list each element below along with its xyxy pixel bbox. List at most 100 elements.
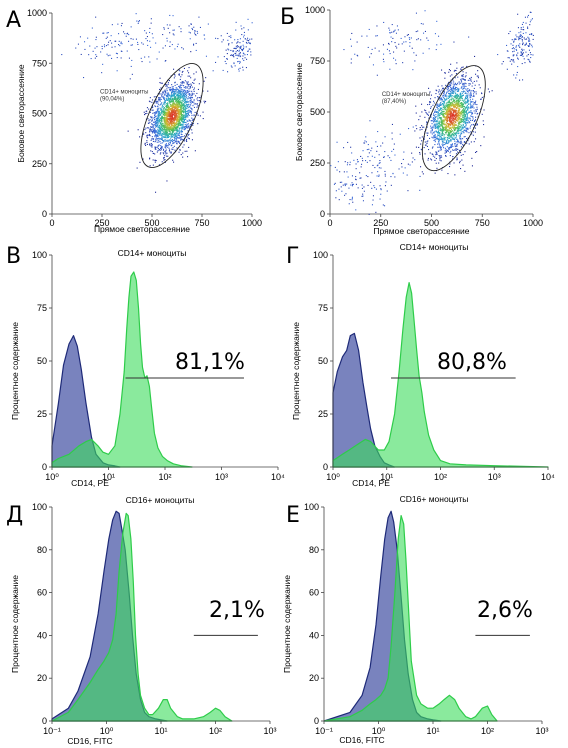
event-dot xyxy=(432,155,434,157)
event-dot xyxy=(439,133,441,135)
event-dot xyxy=(157,126,159,128)
event-dot xyxy=(178,119,180,121)
event-dot xyxy=(458,88,460,90)
event-dot xyxy=(462,120,464,122)
event-dot xyxy=(168,117,170,119)
series-green-area xyxy=(332,282,549,468)
event-dot xyxy=(166,115,168,117)
event-dot xyxy=(447,131,449,133)
event-dot xyxy=(466,119,468,121)
event-dot xyxy=(440,104,442,106)
event-dot xyxy=(430,98,432,100)
event-dot xyxy=(152,107,154,109)
event-dot xyxy=(166,37,168,39)
event-dot xyxy=(179,132,181,134)
event-dot xyxy=(459,138,461,140)
event-dot xyxy=(386,48,388,50)
event-dot xyxy=(156,112,158,114)
event-dot xyxy=(170,113,172,115)
event-dot xyxy=(391,150,393,152)
event-dot xyxy=(447,138,449,140)
event-dot xyxy=(185,115,187,117)
event-dot xyxy=(450,128,452,130)
event-dot xyxy=(453,127,455,129)
event-dot xyxy=(171,124,173,126)
event-dot xyxy=(460,80,462,82)
event-dot xyxy=(220,35,222,37)
event-dot xyxy=(415,112,417,114)
event-dot xyxy=(165,140,167,142)
event-dot xyxy=(190,107,192,109)
event-dot xyxy=(169,32,171,34)
event-dot xyxy=(239,56,241,58)
event-dot xyxy=(163,96,165,98)
event-dot xyxy=(180,127,182,129)
event-dot xyxy=(355,176,357,178)
event-dot xyxy=(434,127,436,129)
event-dot xyxy=(167,106,169,108)
event-dot xyxy=(155,140,157,142)
event-dot xyxy=(453,111,455,113)
event-dot xyxy=(472,101,474,103)
event-dot xyxy=(461,114,463,116)
event-dot xyxy=(165,153,167,155)
event-dot xyxy=(440,43,442,45)
event-dot xyxy=(364,142,366,144)
event-dot xyxy=(438,132,440,134)
event-dot xyxy=(174,138,176,140)
event-dot xyxy=(468,106,470,108)
event-dot xyxy=(469,117,471,119)
event-dot xyxy=(419,137,421,139)
event-dot xyxy=(186,100,188,102)
event-dot xyxy=(173,121,175,123)
event-dot xyxy=(150,130,152,132)
event-dot xyxy=(446,119,448,121)
event-dot xyxy=(196,92,198,94)
event-dot xyxy=(246,42,248,44)
event-dot xyxy=(152,37,154,39)
event-dot xyxy=(474,112,476,114)
event-dot xyxy=(427,159,429,161)
event-dot xyxy=(172,86,174,88)
event-dot xyxy=(449,75,451,77)
event-dot xyxy=(148,134,150,136)
event-dot xyxy=(102,32,104,34)
event-dot xyxy=(391,132,393,134)
event-dot xyxy=(177,115,179,117)
event-dot xyxy=(174,90,176,92)
event-dot xyxy=(424,30,426,32)
event-dot xyxy=(523,29,525,31)
event-dot xyxy=(217,38,219,40)
event-dot xyxy=(356,159,358,161)
event-dot xyxy=(350,146,352,148)
event-dot xyxy=(162,106,164,108)
event-dot xyxy=(177,117,179,119)
event-dot xyxy=(77,43,79,45)
event-dot xyxy=(424,116,426,118)
event-dot xyxy=(244,38,246,40)
event-dot xyxy=(410,37,412,39)
event-dot xyxy=(196,103,198,105)
event-dot xyxy=(165,149,167,151)
event-dot xyxy=(465,119,467,121)
event-dot xyxy=(190,123,192,125)
event-dot xyxy=(178,123,180,125)
event-dot xyxy=(169,108,171,110)
event-dot xyxy=(151,132,153,134)
event-dot xyxy=(456,141,458,143)
event-dot xyxy=(480,108,482,110)
x-tick-label: 10⁻¹ xyxy=(43,726,61,736)
event-dot xyxy=(148,56,150,58)
event-dot xyxy=(429,101,431,103)
event-dot xyxy=(164,118,166,120)
event-dot xyxy=(364,140,366,142)
event-dot xyxy=(465,124,467,126)
event-dot xyxy=(172,100,174,102)
event-dot xyxy=(458,109,460,111)
event-dot xyxy=(461,112,463,114)
event-dot xyxy=(522,21,524,23)
event-dot xyxy=(452,114,454,116)
event-dot xyxy=(182,107,184,109)
event-dot xyxy=(167,92,169,94)
